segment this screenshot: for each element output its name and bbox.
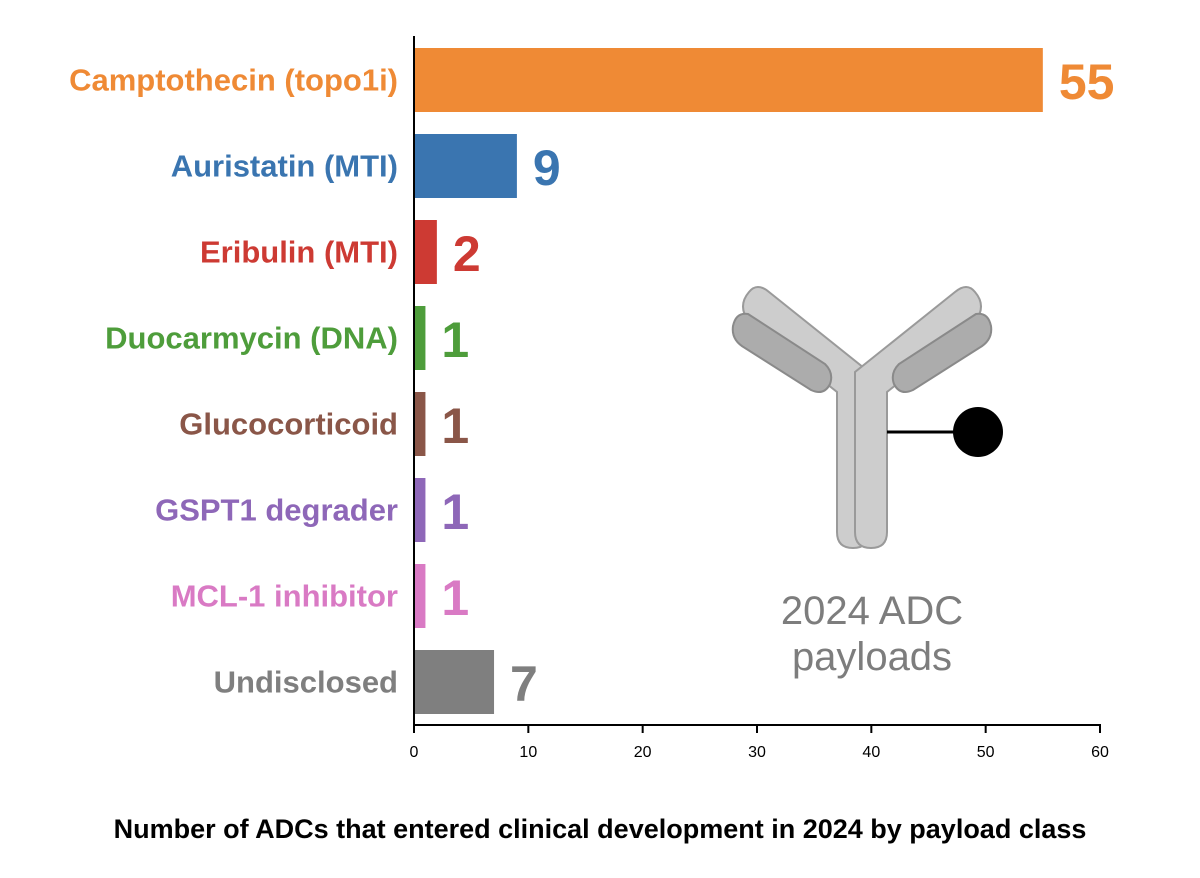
value-label-glucocorticoid: 1	[441, 398, 469, 454]
labels-layer: Camptothecin (topo1i) 55 Auristatin (MTI) 9…	[69, 54, 1114, 712]
value-label-camptothecin-topo1i: 55	[1059, 54, 1115, 110]
category-label-gspt1-degrader: GSPT1 degrader	[155, 493, 398, 528]
bars-layer	[414, 48, 1043, 714]
category-label-undisclosed: Undisclosed	[214, 665, 398, 700]
antibody-drug-conjugate-icon	[731, 286, 1003, 550]
bar-gspt1-degrader	[414, 478, 426, 542]
x-tick-label-0: 0	[410, 744, 419, 761]
bar-chart: Camptothecin (topo1i) 55 Auristatin (MTI) 9…	[69, 36, 1114, 761]
category-label-camptothecin-topo1i: Camptothecin (topo1i)	[69, 63, 398, 98]
bar-eribulin-mti	[414, 220, 437, 284]
category-label-glucocorticoid: Glucocorticoid	[179, 407, 398, 442]
bar-duocarmycin-dna	[414, 306, 426, 370]
x-tick-label-60: 60	[1091, 744, 1109, 761]
bar-undisclosed	[414, 650, 495, 714]
bar-camptothecin-topo1i	[414, 48, 1043, 112]
antibody-right-arm	[854, 286, 982, 550]
x-tick-label-30: 30	[748, 744, 766, 761]
value-label-auristatin-mti: 9	[533, 140, 561, 196]
value-label-mcl-1-inhibitor: 1	[441, 570, 469, 626]
x-ticks: 0 10 20 30 40 50 60	[410, 725, 1109, 761]
category-label-mcl-1-inhibitor: MCL-1 inhibitor	[171, 579, 398, 614]
antibody-right-light-chain	[891, 312, 993, 393]
x-tick-label-20: 20	[634, 744, 652, 761]
bar-glucocorticoid	[414, 392, 426, 456]
value-label-undisclosed: 7	[510, 656, 538, 712]
inset-title-line1: 2024 ADC	[781, 589, 963, 633]
payload-dot	[953, 407, 1003, 457]
bar-mcl-1-inhibitor	[414, 564, 426, 628]
antibody-left-light-chain	[731, 312, 833, 393]
value-label-eribulin-mti: 2	[453, 226, 481, 282]
bar-auristatin-mti	[414, 134, 517, 198]
chart-title: Number of ADCs that entered clinical dev…	[113, 814, 1087, 844]
category-label-eribulin-mti: Eribulin (MTI)	[200, 235, 398, 270]
value-label-duocarmycin-dna: 1	[441, 312, 469, 368]
inset-title-line2: payloads	[792, 635, 952, 679]
category-label-duocarmycin-dna: Duocarmycin (DNA)	[105, 321, 398, 356]
category-label-auristatin-mti: Auristatin (MTI)	[171, 149, 398, 184]
value-label-gspt1-degrader: 1	[441, 484, 469, 540]
x-tick-label-50: 50	[977, 744, 995, 761]
x-tick-label-40: 40	[862, 744, 880, 761]
x-tick-label-10: 10	[519, 744, 537, 761]
